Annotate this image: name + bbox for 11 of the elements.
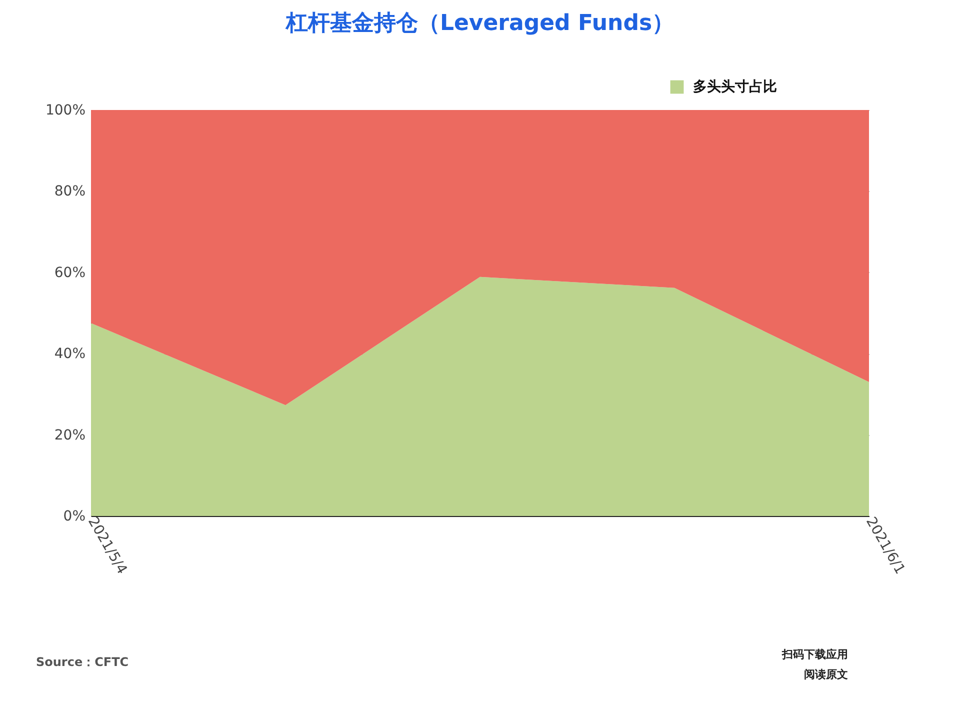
chart-title: 杠杆基金持仓（Leveraged Funds） [284,11,674,36]
y-tick-label: 40% [54,346,86,362]
y-tick-label: 100% [45,102,86,118]
y-tick-label: 0% [63,508,86,524]
legend-label: 多头头寸占比 [693,79,777,95]
source-note: Source：CFTC [36,655,129,669]
y-tick-label: 20% [54,427,86,444]
y-tick-label: 80% [54,184,86,200]
text: 扫码下载应用 [781,648,848,661]
text: 阅读原文 [804,668,848,681]
y-tick-label: 60% [54,264,86,281]
